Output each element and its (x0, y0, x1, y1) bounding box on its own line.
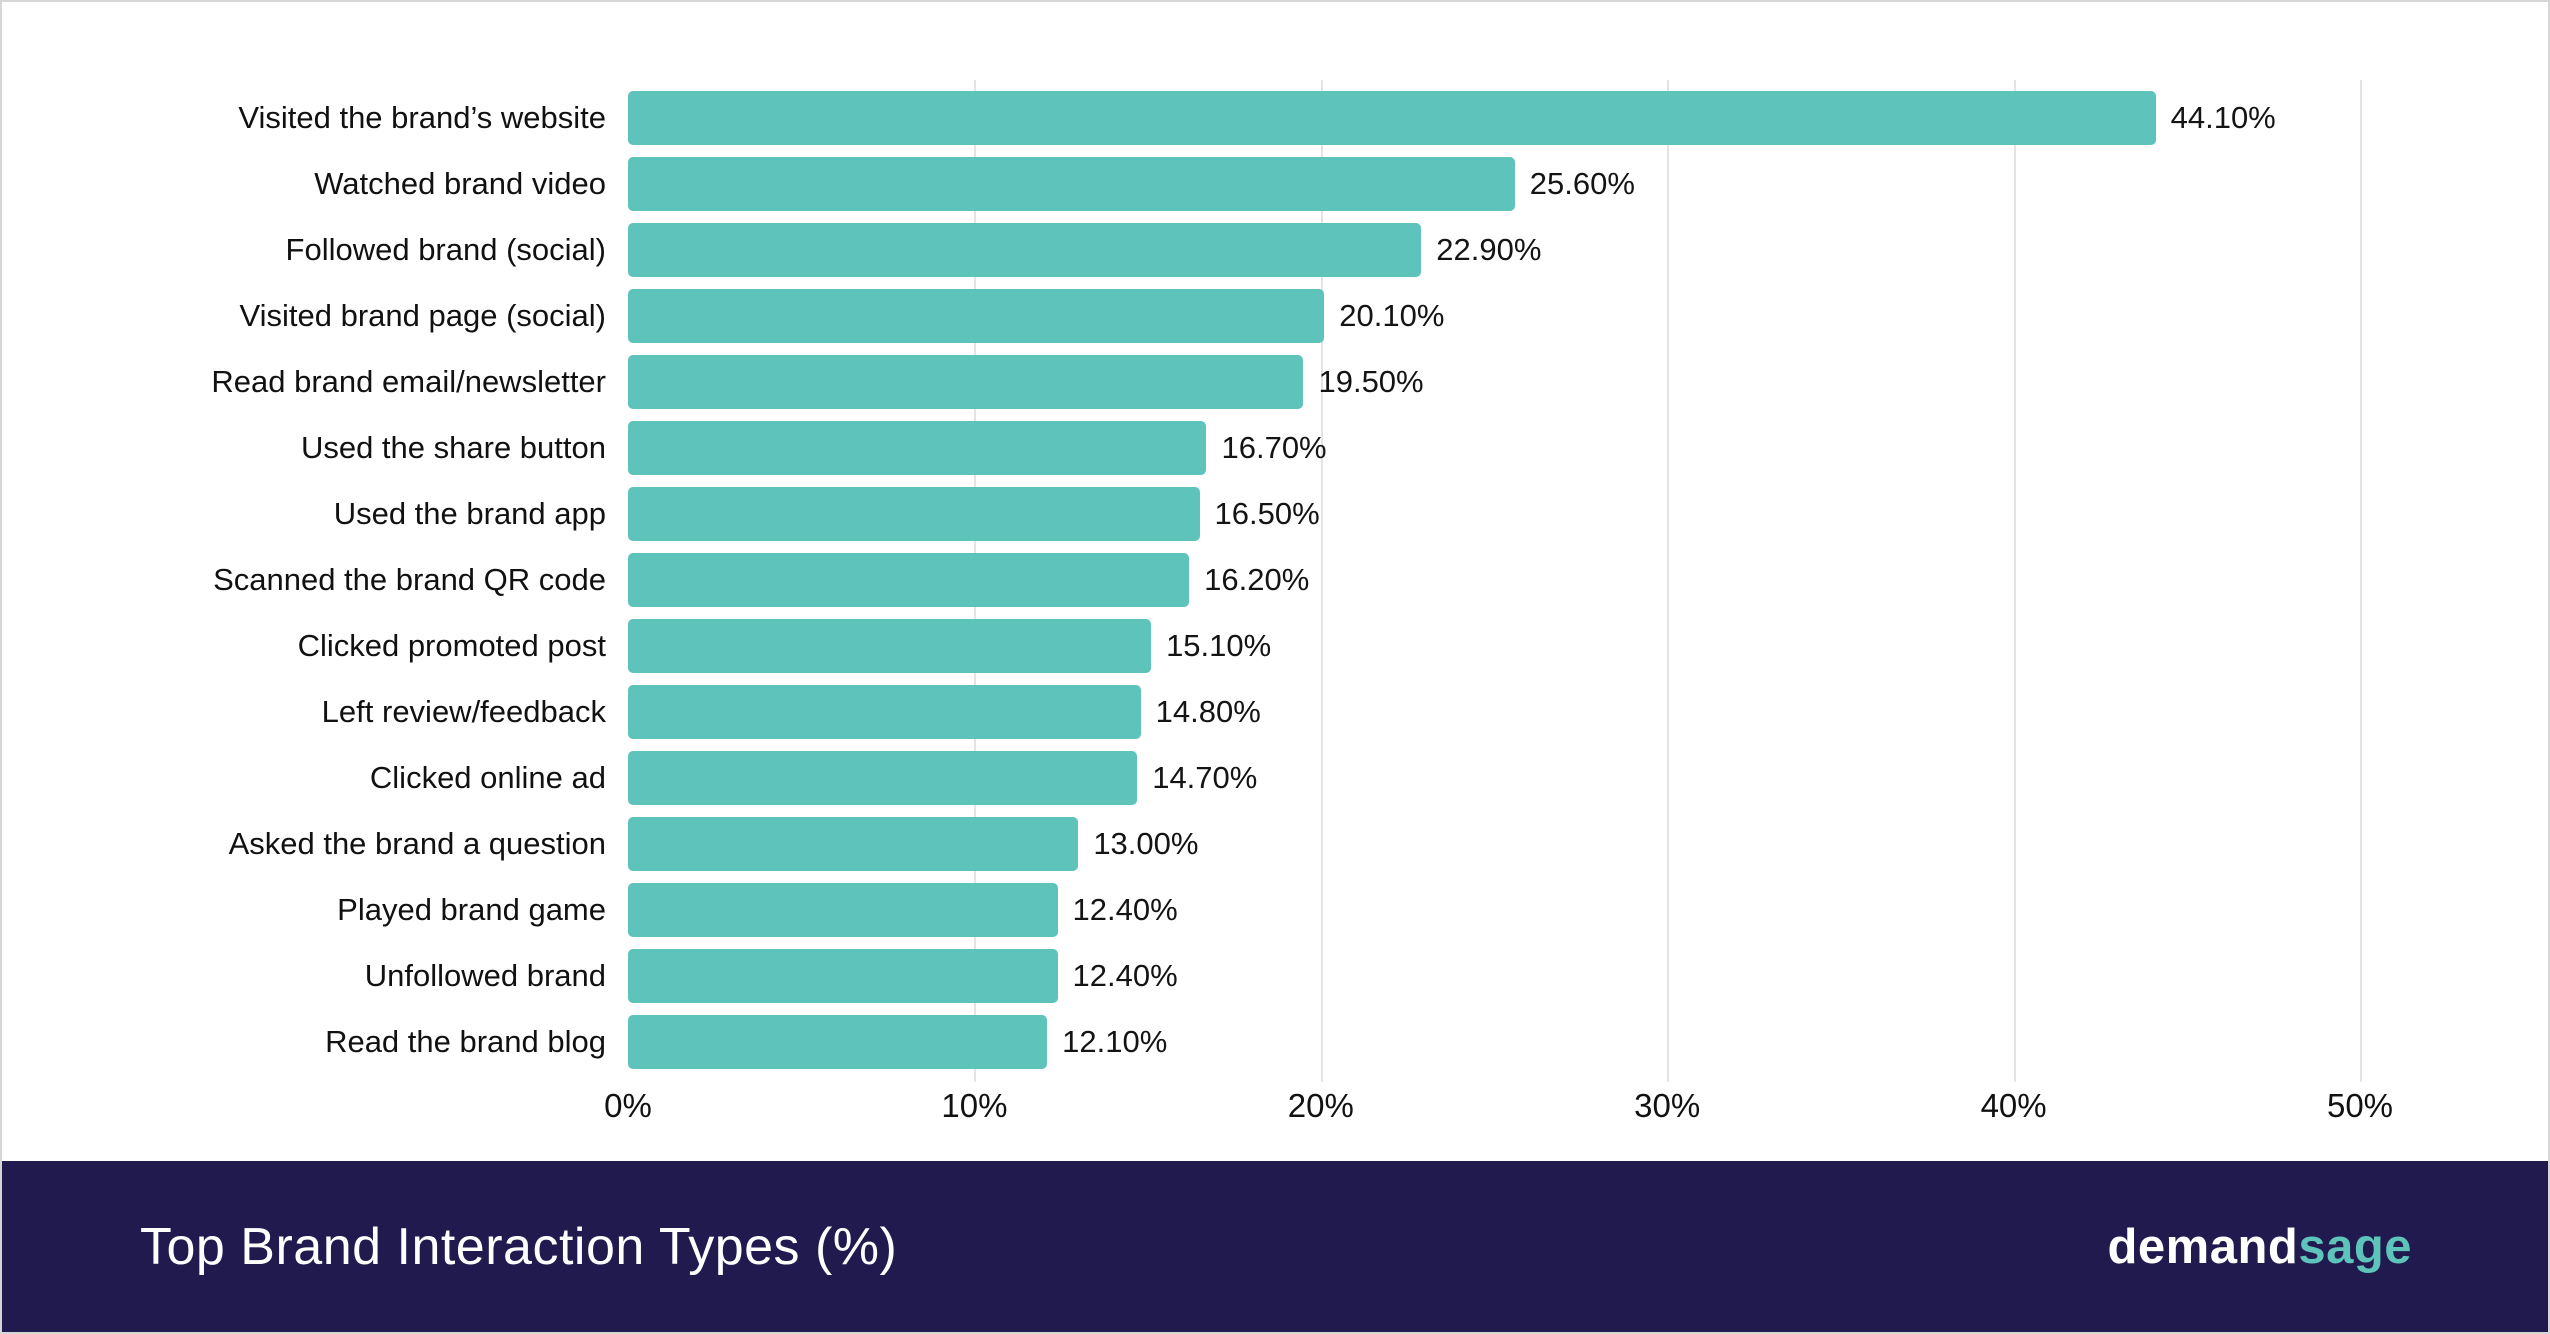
category-label: Watched brand video (314, 166, 606, 201)
category-label: Clicked online ad (369, 760, 606, 795)
bar (628, 157, 1515, 211)
x-axis-tick: 0% (604, 1087, 652, 1124)
bar (628, 91, 2156, 145)
bar (628, 553, 1190, 607)
bar-rows: Visited the brand’s website 44.10% Watched… (2, 85, 2548, 1075)
category-label: Used the share button (300, 430, 606, 465)
value-label: 14.70% (1152, 760, 1258, 795)
value-label: 12.40% (1072, 958, 1178, 993)
bar-row: Unfollowed brand 12.40% (2, 943, 2548, 1009)
x-axis-tick: 50% (2326, 1087, 2394, 1124)
category-label: Visited the brand’s website (238, 100, 606, 135)
x-axis-tick: 10% (941, 1087, 1008, 1124)
value-label: 15.10% (1166, 628, 1272, 663)
bar-track: 12.40% (628, 883, 2360, 937)
category-label: Used the brand app (333, 496, 606, 531)
bar-row: Left review/feedback 14.80% (2, 679, 2548, 745)
bar-row: Visited the brand’s website 44.10% (2, 85, 2548, 151)
bar (628, 355, 1304, 409)
bar (628, 1015, 1048, 1069)
bar (628, 487, 1200, 541)
category-label: Followed brand (social) (285, 232, 606, 267)
bar-chart: Visited the brand’s website 44.10% Watched… (2, 2, 2548, 1165)
bar-row: Visited brand page (social) 20.10% (2, 283, 2548, 349)
footer-band: Top Brand Interaction Types (%) demandsa… (2, 1161, 2548, 1332)
bar (628, 751, 1138, 805)
demandsage-logo: demandsage (2107, 1219, 2412, 1275)
x-axis: 0% 10% 20% 30% 40% 50% (604, 1087, 2393, 1135)
bar-row: Read brand email/newsletter 19.50% (2, 349, 2548, 415)
bar-row: Scanned the brand QR code 16.20% (2, 547, 2548, 613)
value-label: 22.90% (1436, 232, 1542, 267)
bar-track: 16.50% (628, 487, 2360, 541)
value-label: 25.60% (1529, 166, 1635, 201)
bar-track: 14.70% (628, 751, 2360, 805)
bar (628, 421, 1207, 475)
category-label: Clicked promoted post (297, 628, 606, 663)
bar-track: 15.10% (628, 619, 2360, 673)
value-label: 16.20% (1204, 562, 1310, 597)
category-label: Asked the brand a question (228, 826, 606, 861)
bar (628, 883, 1058, 937)
category-label: Played brand game (337, 892, 606, 927)
logo-text-demand: demand (2107, 1219, 2299, 1274)
bar (628, 685, 1141, 739)
value-label: 12.10% (1062, 1024, 1168, 1059)
logo-text-sage: sage (2298, 1219, 2412, 1274)
value-label: 16.70% (1221, 430, 1327, 465)
bar-track: 16.20% (628, 553, 2360, 607)
bar-row: Played brand game 12.40% (2, 877, 2548, 943)
value-label: 14.80% (1155, 694, 1261, 729)
bar-row: Watched brand video 25.60% (2, 151, 2548, 217)
x-axis-tick: 20% (1287, 1087, 1354, 1124)
bar-track: 14.80% (628, 685, 2360, 739)
bar-track: 22.90% (628, 223, 2360, 277)
chart-title: Top Brand Interaction Types (%) (140, 1217, 898, 1276)
value-label: 19.50% (1318, 364, 1424, 399)
x-axis-tick: 40% (1980, 1087, 2047, 1124)
bar-row: Followed brand (social) 22.90% (2, 217, 2548, 283)
bar-row: Asked the brand a question 13.00% (2, 811, 2548, 877)
bar-track: 25.60% (628, 157, 2360, 211)
category-label: Scanned the brand QR code (213, 562, 606, 597)
bar-track: 12.10% (628, 1015, 2360, 1069)
bar-row: Clicked online ad 14.70% (2, 745, 2548, 811)
bar (628, 817, 1079, 871)
value-label: 13.00% (1093, 826, 1199, 861)
bar (628, 619, 1152, 673)
value-label: 20.10% (1339, 298, 1445, 333)
value-label: 16.50% (1214, 496, 1320, 531)
category-label: Left review/feedback (321, 694, 606, 729)
category-label: Visited brand page (social) (239, 298, 606, 333)
value-label: 44.10% (2170, 100, 2276, 135)
value-label: 12.40% (1072, 892, 1178, 927)
bar (628, 223, 1422, 277)
bar (628, 289, 1325, 343)
bar-track: 19.50% (628, 355, 2360, 409)
category-label: Unfollowed brand (364, 958, 606, 993)
bar-track: 12.40% (628, 949, 2360, 1003)
bar-row: Used the brand app 16.50% (2, 481, 2548, 547)
bar-track: 44.10% (628, 91, 2360, 145)
category-label: Read the brand blog (325, 1024, 606, 1059)
x-axis-tick: 30% (1634, 1087, 1701, 1124)
bar-track: 13.00% (628, 817, 2360, 871)
bar-row: Clicked promoted post 15.10% (2, 613, 2548, 679)
bar-track: 20.10% (628, 289, 2360, 343)
bar (628, 949, 1058, 1003)
category-label: Read brand email/newsletter (211, 364, 606, 399)
bar-track: 16.70% (628, 421, 2360, 475)
bar-row: Read the brand blog 12.10% (2, 1009, 2548, 1075)
bar-row: Used the share button 16.70% (2, 415, 2548, 481)
